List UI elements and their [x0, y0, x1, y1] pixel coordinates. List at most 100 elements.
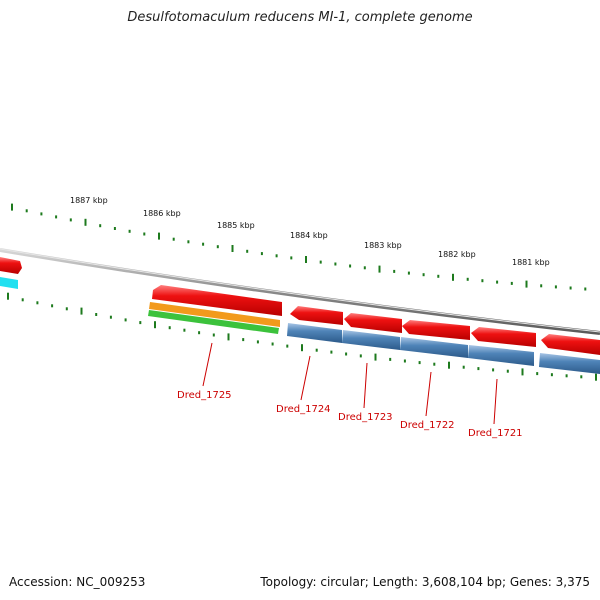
minor-tick: [433, 362, 436, 366]
minor-tick: [40, 212, 43, 216]
gene-label-dred-1722[interactable]: Dred_1722: [400, 420, 455, 431]
minor-tick: [481, 279, 484, 283]
minor-tick: [393, 269, 396, 273]
scale-label-1887: 1887 kbp: [70, 196, 108, 205]
minor-tick: [315, 348, 318, 352]
cds-dred-1722[interactable]: [402, 320, 470, 340]
genome-stats-text: Topology: circular; Length: 3,608,104 bp…: [260, 575, 590, 589]
major-tick: [158, 232, 160, 240]
minor-tick: [554, 285, 557, 289]
minor-tick: [246, 249, 249, 253]
minor-tick: [550, 373, 553, 377]
minor-tick: [275, 254, 278, 258]
minor-tick: [143, 232, 146, 236]
minor-tick: [183, 328, 186, 332]
minor-tick: [389, 357, 392, 361]
cds-right-edge: [541, 334, 600, 355]
minor-tick: [51, 304, 54, 308]
minor-tick: [422, 273, 425, 277]
minor-tick: [128, 229, 131, 233]
minor-tick: [212, 333, 215, 337]
minor-tick: [363, 266, 366, 270]
minor-tick: [565, 374, 568, 378]
major-tick: [80, 307, 83, 315]
minor-tick: [569, 286, 572, 290]
scale-label-1886: 1886 kbp: [143, 209, 181, 218]
major-tick: [521, 368, 524, 376]
orange-feature: [149, 302, 280, 327]
major-tick: [374, 353, 377, 361]
minor-tick: [334, 262, 337, 266]
minor-tick: [95, 313, 98, 316]
leader-dred-1725: [202, 342, 213, 387]
minor-tick: [168, 326, 171, 330]
leader-dred-1721: [493, 378, 498, 425]
minor-tick: [216, 245, 219, 249]
minor-tick: [466, 277, 469, 281]
minor-tick: [271, 342, 274, 346]
scale-labels: 1887 kbp 1886 kbp 1885 kbp 1884 kbp 1883…: [70, 196, 550, 267]
minor-tick: [407, 271, 410, 275]
major-tick: [595, 373, 597, 381]
scale-label-1885: 1885 kbp: [217, 221, 255, 230]
minor-tick: [349, 264, 352, 268]
minor-tick: [437, 274, 440, 278]
minor-tick: [113, 227, 116, 230]
scale-label-1881: 1881 kbp: [512, 258, 550, 267]
leader-dred-1724: [300, 355, 311, 401]
minor-tick: [124, 318, 127, 322]
scale-label-1882: 1882 kbp: [438, 250, 476, 259]
minor-tick: [403, 359, 406, 363]
major-tick: [525, 280, 528, 288]
leader-dred-1722: [425, 371, 432, 417]
minor-tick: [418, 361, 421, 365]
genome-backbone: [0, 248, 600, 335]
major-tick: [84, 218, 87, 226]
minor-tick: [345, 352, 348, 356]
minor-tick: [580, 375, 583, 379]
gene-label-dred-1721[interactable]: Dred_1721: [468, 428, 523, 439]
green-feature: [148, 310, 279, 334]
minor-tick: [256, 340, 259, 344]
minor-tick: [21, 298, 24, 302]
inner-tick-ruler: [7, 292, 597, 381]
minor-tick: [510, 281, 513, 285]
minor-tick: [25, 209, 28, 213]
major-tick: [7, 292, 9, 300]
major-tick: [227, 333, 230, 341]
minor-tick: [319, 260, 322, 264]
gene-label-dred-1724[interactable]: Dred_1724: [276, 404, 331, 415]
blue-bar-1723: [342, 330, 400, 350]
scale-label-1884: 1884 kbp: [290, 231, 328, 240]
minor-tick: [242, 338, 245, 342]
minor-tick: [36, 301, 39, 305]
minor-tick: [109, 315, 112, 319]
cds-dred-1721[interactable]: [471, 327, 536, 347]
major-tick: [231, 245, 234, 252]
minor-tick: [55, 215, 58, 219]
major-tick: [11, 203, 13, 211]
cds-dred-1725[interactable]: [152, 285, 282, 316]
minor-tick: [202, 242, 205, 246]
major-tick: [448, 361, 450, 369]
gene-label-dred-1725[interactable]: Dred_1725: [177, 390, 232, 401]
minor-tick: [477, 367, 480, 371]
cds-dred-1724[interactable]: [290, 306, 343, 325]
gene-label-dred-1723[interactable]: Dred_1723: [338, 412, 393, 423]
map-title: Desulfotomaculum reducens MI-1, complete…: [127, 10, 473, 25]
minor-tick: [69, 218, 72, 222]
cds-dred-1723[interactable]: [344, 313, 402, 333]
blue-bar-right-edge: [539, 353, 600, 374]
minor-tick: [290, 256, 293, 260]
minor-tick: [536, 372, 539, 376]
accession-text: Accession: NC_009253: [9, 575, 146, 589]
minor-tick: [330, 350, 333, 354]
forward-cds-edge: [0, 257, 22, 274]
minor-tick: [99, 224, 102, 228]
minor-tick: [172, 237, 175, 241]
minor-tick: [198, 331, 201, 335]
outer-tick-ruler: [11, 203, 587, 291]
major-tick: [305, 256, 307, 263]
genome-backbone-highlight: [0, 248, 600, 333]
